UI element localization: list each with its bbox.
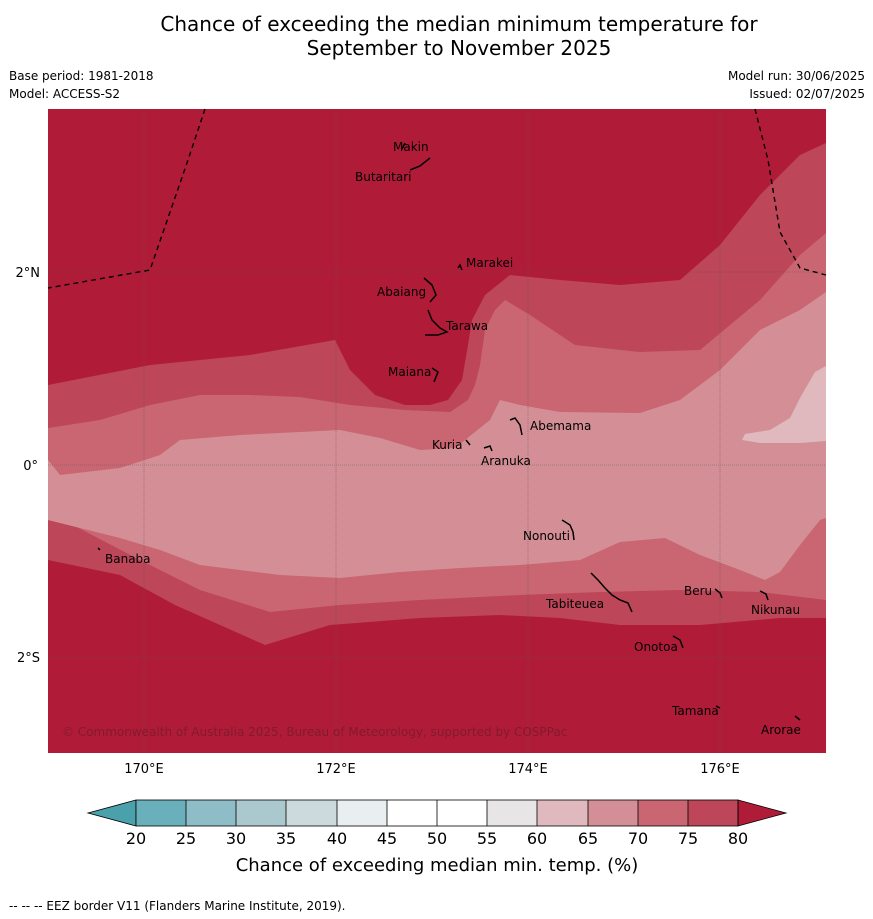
colorbar-swatch-55-60: [487, 800, 537, 826]
beru-atoll: [714, 588, 723, 599]
label-makin: Makin: [393, 140, 429, 154]
kuria-island: [465, 439, 471, 446]
lat-tick-equator: 0°: [23, 459, 38, 474]
label-tabiteuea: Tabiteuea: [545, 597, 604, 611]
marakei-atoll: [457, 263, 463, 271]
band-65-70: [48, 292, 826, 580]
colorbar-tick-65: 65: [578, 829, 598, 848]
tabiteuea-atoll: [590, 572, 633, 613]
colorbar-swatch-30-35: [236, 800, 286, 826]
colorbar-swatch-65-70: [588, 800, 638, 826]
copyright-notice: © Commonwealth of Australia 2025, Bureau…: [62, 725, 567, 739]
colorbar-tick-35: 35: [276, 829, 296, 848]
label-nonouti: Nonouti: [523, 529, 570, 543]
colorbar-swatch-70-75: [638, 800, 688, 826]
label-abemama: Abemama: [530, 419, 591, 433]
colorbar-swatch-60-65: [537, 800, 588, 826]
label-kuria: Kuria: [432, 438, 463, 452]
colorbar-tick-25: 25: [176, 829, 196, 848]
place-labels: Makin Butaritari Marakei Abaiang Tarawa …: [105, 140, 801, 737]
label-tarawa: Tarawa: [445, 319, 488, 333]
base-period: Base period: 1981-2018: [9, 69, 154, 83]
colorbar-tick-30: 30: [226, 829, 246, 848]
lon-tick-172e: 172°E: [316, 762, 356, 777]
model-run: Model run: 30/06/2025: [727, 69, 865, 83]
colorbar-tick-55: 55: [477, 829, 497, 848]
lat-tick-2n: 2°N: [16, 266, 41, 281]
meta-right: Model run: 30/06/2025 Issued: 02/07/2025: [728, 67, 865, 103]
colorbar-label: Chance of exceeding median min. temp. (%…: [236, 855, 639, 876]
colorbar-swatch-25-30: [186, 800, 236, 826]
colorbar-swatch-20-25: [136, 800, 186, 826]
makin-island: [401, 142, 406, 150]
colorbar-dividers: [135, 799, 739, 827]
label-nikunau: Nikunau: [751, 603, 800, 617]
abemama-atoll: [509, 417, 523, 436]
colorbar-ticks: 20 25 30 35 40 45 50 55 60 65 70 75 80: [126, 829, 748, 848]
label-aranuka: Aranuka: [481, 454, 531, 468]
eez-border-east: [754, 108, 827, 276]
eez-borders: [47, 108, 827, 289]
probability-field: [48, 109, 826, 753]
label-marakei: Marakei: [466, 256, 513, 270]
tamana-island: [715, 705, 721, 709]
lon-tick-176e: 176°E: [700, 762, 740, 777]
butaritari-atoll: [409, 157, 431, 171]
tarawa-atoll: [425, 309, 449, 336]
eez-border-note: -- -- -- EEZ border V11 (Flanders Marine…: [9, 899, 346, 913]
lat-tick-2s: 2°S: [17, 651, 40, 666]
nonouti-atoll: [561, 519, 575, 541]
colorbar-swatch-50-55: [437, 800, 487, 826]
lon-tick-174e: 174°E: [508, 762, 548, 777]
colorbar-tick-70: 70: [628, 829, 648, 848]
label-arorae: Arorae: [761, 723, 801, 737]
label-butaritari: Butaritari: [355, 170, 412, 184]
label-banaba: Banaba: [105, 552, 151, 566]
label-tamana: Tamana: [671, 704, 719, 718]
title-line-2: September to November 2025: [306, 36, 612, 60]
aranuka-atoll: [483, 445, 493, 452]
banaba-island: [97, 547, 101, 551]
label-abaiang: Abaiang: [377, 285, 426, 299]
colorbar-tick-45: 45: [377, 829, 397, 848]
abaiang-atoll: [423, 277, 437, 303]
title-line-1: Chance of exceeding the median minimum t…: [160, 12, 758, 36]
longitude-ticks: 170°E 172°E 174°E 176°E: [124, 762, 740, 777]
arorae-island: [794, 715, 801, 721]
lon-tick-170e: 170°E: [124, 762, 164, 777]
colorbar-tick-80: 80: [728, 829, 748, 848]
band-60-65: [742, 366, 826, 443]
label-onotoa: Onotoa: [634, 640, 678, 654]
colorbar-tick-50: 50: [427, 829, 447, 848]
nikunau-island: [759, 590, 769, 601]
colorbar: 20 25 30 35 40 45 50 55 60 65 70 75 80 C…: [86, 799, 788, 876]
latitude-ticks: 2°N 0° 2°S: [16, 266, 41, 666]
colorbar-tick-40: 40: [327, 829, 347, 848]
eez-border-west: [47, 108, 206, 289]
issued-date: Issued: 02/07/2025: [749, 87, 865, 101]
maiana-atoll: [431, 367, 439, 383]
model-name: Model: ACCESS-S2: [9, 87, 121, 101]
colorbar-extend-low: [86, 799, 137, 827]
colorbar-extend-high: [737, 799, 788, 827]
map-title: Chance of exceeding the median minimum t…: [0, 12, 873, 60]
colorbar-tick-20: 20: [126, 829, 146, 848]
colorbar-tick-60: 60: [527, 829, 547, 848]
onotoa-atoll: [672, 635, 684, 649]
colorbar-swatch-40-45: [337, 800, 387, 826]
meta-left: Base period: 1981-2018 Model: ACCESS-S2: [9, 67, 154, 103]
label-maiana: Maiana: [388, 365, 431, 379]
graticule: [48, 109, 826, 753]
label-beru: Beru: [684, 584, 712, 598]
colorbar-swatch-75-80: [688, 800, 738, 826]
coastlines: [97, 142, 801, 721]
colorbar-swatch-35-40: [286, 800, 337, 826]
colorbar-swatch-45-50: [387, 800, 437, 826]
colorbar-tick-75: 75: [678, 829, 698, 848]
